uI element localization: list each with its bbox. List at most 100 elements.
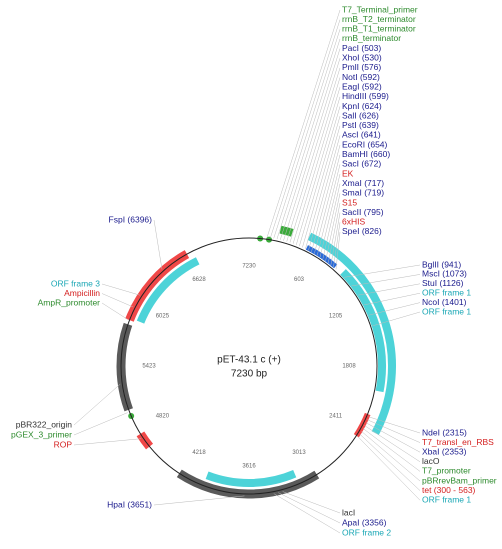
- ruler-label: 4218: [192, 450, 206, 456]
- leader-line: [153, 495, 245, 506]
- leader-line: [368, 302, 421, 316]
- leader-line: [367, 419, 421, 443]
- feature-label: PstI (639): [342, 120, 379, 130]
- leader-line: [311, 145, 341, 253]
- feature-label: ORF frame 3: [51, 278, 100, 288]
- feature-label: pGEX_3_primer: [11, 429, 72, 439]
- leader-line: [365, 422, 421, 453]
- feature-label: S15: [342, 197, 357, 207]
- ruler-label: 1205: [329, 314, 343, 320]
- ruler-label: 3616: [242, 464, 256, 470]
- orf-arc: [340, 269, 386, 393]
- leader-line: [282, 491, 341, 514]
- feature-label: T7_transl_en_RBS: [422, 437, 494, 447]
- feature-label: rrnB_terminator: [342, 33, 401, 43]
- ruler-label: 3013: [292, 450, 306, 456]
- leader-line: [322, 183, 341, 260]
- feature-label: ORF frame 1: [422, 287, 471, 297]
- feature-label: FspI (6396): [109, 214, 153, 224]
- leader-line: [153, 219, 163, 270]
- leader-line: [357, 436, 421, 501]
- leader-line: [73, 438, 142, 446]
- feature-label: tet (300 - 563): [422, 485, 476, 495]
- ruler-label: 603: [294, 277, 305, 283]
- feature-label: AmpR_promoter: [38, 297, 101, 307]
- ruler-label: 6628: [192, 277, 206, 283]
- feature-label: ORF frame 2: [342, 527, 391, 537]
- feature-label: lacO: [422, 456, 440, 466]
- leader-line: [364, 425, 421, 463]
- ruler-label: 7230: [242, 264, 256, 270]
- leader-line: [328, 202, 341, 264]
- feature-label: pBRrevBam_primer: [422, 475, 497, 485]
- feature-label: EagI (592): [342, 81, 382, 91]
- feature-label: 6xHIS: [342, 217, 365, 227]
- orf-arc: [307, 232, 396, 436]
- leader-line: [289, 77, 341, 243]
- feature-label: pBR322_origin: [16, 419, 73, 429]
- feature-label: EcoRI (654): [342, 139, 388, 149]
- leader-line: [335, 231, 341, 270]
- leader-line: [361, 431, 421, 482]
- feature-label: KpnI (624): [342, 101, 382, 111]
- leader-line: [283, 58, 341, 241]
- feature-label: StuI (1126): [422, 278, 464, 288]
- leader-line: [305, 125, 341, 249]
- feature-label: PmlI (576): [342, 62, 381, 72]
- leader-line: [295, 96, 341, 245]
- leader-line: [101, 302, 128, 320]
- leader-line: [308, 135, 341, 251]
- plasmid-name: pET-43.1 c (+): [217, 355, 281, 366]
- leader-line: [101, 283, 141, 296]
- leader-line: [362, 428, 421, 472]
- feature-label: XmaI (717): [342, 178, 384, 188]
- feature-label: NcoI (1401): [422, 297, 467, 307]
- feature-label: EK: [342, 168, 354, 178]
- feature-label: rrnB_T2_terminator: [342, 14, 416, 24]
- leader-line: [273, 493, 341, 534]
- feature-label: MscI (1073): [422, 269, 467, 279]
- leader-line: [278, 492, 341, 524]
- leader-line: [351, 274, 421, 287]
- plasmid-length: 7230 bp: [231, 369, 268, 380]
- feature-label: SalI (626): [342, 110, 379, 120]
- orf-arc: [205, 469, 297, 487]
- leader-line: [357, 283, 421, 296]
- leader-line: [276, 38, 341, 240]
- leader-line: [101, 293, 134, 308]
- feature-label: SacI (672): [342, 159, 381, 169]
- leader-line: [372, 311, 421, 327]
- leader-line: [299, 106, 341, 247]
- feature-label: ORF frame 1: [422, 494, 471, 504]
- leader-line: [359, 433, 421, 491]
- feature-label: BglII (941): [422, 259, 461, 269]
- leader-line: [73, 383, 121, 426]
- leader-line: [270, 19, 341, 238]
- feature-label: HpaI (3651): [107, 499, 152, 509]
- feature-label: ApaI (3356): [342, 517, 387, 527]
- feature-label: SpeI (826): [342, 226, 382, 236]
- ruler-label: 4820: [156, 414, 170, 420]
- feature-label: PacI (503): [342, 43, 381, 53]
- feature-label: NotI (592): [342, 72, 380, 82]
- leader-line: [363, 292, 421, 306]
- leader-line: [73, 412, 128, 436]
- feature-label: T7_Terminal_primer: [342, 4, 418, 14]
- feature-label: XbaI (2353): [422, 446, 467, 456]
- feature-label: ROP: [54, 439, 73, 449]
- feature-label: SacII (795): [342, 207, 384, 217]
- leader-line: [280, 48, 341, 240]
- feature-label: BamHI (660): [342, 149, 390, 159]
- ruler-label: 6025: [156, 314, 170, 320]
- feature-label: AscI (641): [342, 130, 381, 140]
- leader-line: [266, 9, 341, 238]
- leader-line: [319, 173, 341, 258]
- leader-line: [368, 416, 421, 434]
- leader-line: [286, 67, 341, 242]
- leader-line: [273, 29, 341, 239]
- feature-label: T7_promoter: [422, 466, 471, 476]
- feature-label: XhoI (530): [342, 53, 382, 63]
- mcs-arc: [305, 245, 338, 269]
